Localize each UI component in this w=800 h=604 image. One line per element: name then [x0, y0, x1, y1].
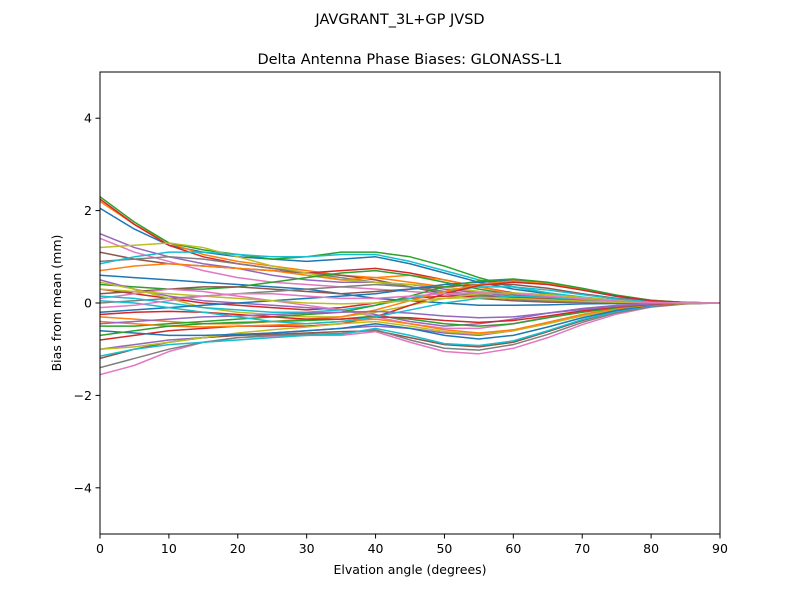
chart-title: Delta Antenna Phase Biases: GLONASS-L1: [257, 52, 562, 68]
x-tick-label: 20: [230, 541, 246, 556]
x-axis-label: Elvation angle (degrees): [333, 562, 486, 577]
y-tick-label: 4: [84, 111, 92, 126]
y-axis: −4 −2 0 2 4: [74, 111, 100, 495]
series-line-15: [100, 279, 720, 327]
series-line-31: [100, 302, 720, 340]
x-tick-label: 30: [299, 541, 315, 556]
series-line-24: [100, 281, 720, 341]
y-axis-label: Bias from mean (mm): [49, 235, 64, 372]
series-line-38: [100, 292, 720, 309]
x-tick-label: 90: [712, 541, 728, 556]
figure-suptitle: JAVGRANT_3L+GP JVSD: [314, 12, 484, 28]
series-line-30: [100, 302, 720, 357]
series-line-32: [100, 302, 720, 334]
series-line-33: [100, 302, 720, 337]
y-tick-label: −2: [74, 388, 92, 403]
y-tick-label: 0: [84, 296, 92, 311]
x-tick-label: 40: [368, 541, 384, 556]
series-layer: [100, 196, 720, 376]
series-line-29: [100, 302, 720, 350]
x-tick-label: 10: [161, 541, 177, 556]
x-tick-label: 60: [505, 541, 521, 556]
x-tick-label: 70: [574, 541, 590, 556]
x-axis: 0 10 20 30 40 50 60 70 80 90: [96, 534, 728, 556]
x-tick-label: 0: [96, 541, 104, 556]
x-tick-label: 50: [436, 541, 452, 556]
series-line-20: [100, 286, 720, 313]
y-tick-label: 2: [84, 203, 92, 218]
y-tick-label: −4: [74, 480, 92, 495]
x-tick-label: 80: [643, 541, 659, 556]
series-line-35: [100, 302, 720, 325]
